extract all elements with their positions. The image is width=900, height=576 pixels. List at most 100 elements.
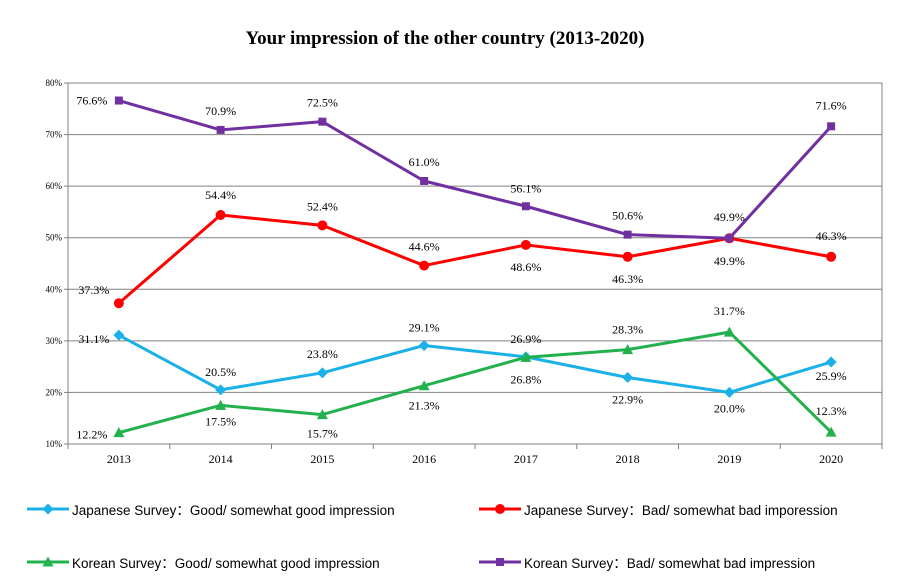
data-point	[215, 384, 227, 396]
data-label: 72.5%	[307, 96, 338, 110]
data-label: 20.0%	[714, 401, 745, 415]
data-label: 20.5%	[205, 365, 236, 379]
data-point	[113, 298, 124, 309]
legend-item-japanese-good: Japanese Survey：Good/ somewhat good impr…	[26, 499, 395, 519]
data-label: 15.7%	[307, 427, 338, 441]
labels-japanese-bad: 37.3% 54.4% 52.4% 44.6% 48.6% 46.3% 49.9% 46.3%	[78, 188, 846, 297]
line-chart: 10% 20% 30% 40% 50% 60% 70% 80% 2013 2014 2015 2016…	[46, 78, 883, 466]
y-tick-label: 40%	[46, 284, 63, 294]
x-tick-label: 2016	[412, 452, 436, 466]
y-tick-label: 80%	[46, 78, 63, 88]
data-point	[520, 351, 532, 362]
data-label: 23.8%	[307, 347, 338, 361]
data-label: 56.1%	[510, 181, 541, 195]
data-label: 70.9%	[205, 104, 236, 118]
legend-swatch-korean-bad	[479, 558, 521, 566]
y-tick-label: 20%	[46, 387, 63, 397]
data-point	[418, 339, 430, 351]
legend-marker	[495, 504, 505, 514]
data-label: 71.6%	[816, 98, 847, 112]
data-point	[113, 329, 125, 341]
labels-korean-bad: 76.6% 70.9% 72.5% 61.0% 56.1% 50.6% 49.9% 71.6%	[76, 94, 846, 225]
x-tick-label: 2019	[717, 452, 741, 466]
data-point	[825, 426, 837, 437]
data-point	[113, 427, 125, 438]
data-label: 29.1%	[409, 320, 440, 334]
legend-item-japanese-bad: Japanese Survey：Bad/ somewhat bad impore…	[478, 499, 838, 519]
data-point	[520, 239, 531, 250]
data-label: 17.5%	[205, 414, 236, 428]
x-tick-label: 2017	[514, 452, 538, 466]
labels-japanese-good: 31.1% 20.5% 23.8% 29.1% 26.9% 22.9% 20.0% 25.9%	[78, 320, 846, 415]
data-point	[725, 234, 734, 243]
legend-label-japanese-bad: Japanese Survey：Bad/ somewhat bad impore…	[524, 503, 838, 518]
data-label: 12.2%	[76, 428, 107, 442]
data-label: 54.4%	[205, 188, 236, 202]
legend-label-korean-bad: Korean Survey：Bad/ somewhat bad impressi…	[524, 556, 816, 571]
legend-swatch-japanese-good	[27, 503, 69, 515]
chart-title: Your impression of the other country (20…	[245, 28, 645, 49]
series-line	[118, 333, 832, 394]
y-tick-label: 10%	[46, 439, 63, 449]
x-tick-label: 2020	[819, 452, 843, 466]
data-point	[622, 344, 634, 355]
data-label: 48.6%	[510, 260, 541, 274]
x-tick-label: 2015	[310, 452, 334, 466]
data-label: 22.9%	[612, 392, 643, 406]
legend-label-korean-good: Korean Survey：Good/ somewhat good impres…	[72, 556, 380, 571]
legend-item-korean-bad: Korean Survey：Bad/ somewhat bad impressi…	[478, 552, 815, 572]
y-tick-label: 60%	[46, 181, 63, 191]
legend-swatch-japanese-bad	[479, 504, 521, 514]
data-label: 46.3%	[612, 272, 643, 286]
series-line	[118, 330, 833, 435]
data-label: 61.0%	[409, 155, 440, 169]
data-point	[318, 117, 327, 126]
data-point	[623, 230, 632, 239]
legend-marker	[496, 558, 504, 566]
data-label: 31.1%	[78, 332, 109, 346]
x-tick-label: 2014	[209, 452, 233, 466]
data-point	[216, 125, 225, 134]
data-label: 37.3%	[78, 283, 109, 297]
data-label: 21.3%	[409, 399, 440, 413]
y-tick-label: 30%	[46, 336, 63, 346]
y-tick-label: 50%	[46, 233, 63, 243]
legend-marker	[42, 556, 54, 567]
legend-label-japanese-good: Japanese Survey：Good/ somewhat good impr…	[72, 503, 395, 518]
data-label: 26.9%	[510, 332, 541, 346]
data-point	[215, 210, 226, 221]
data-label: 25.9%	[816, 369, 847, 383]
data-point	[622, 371, 634, 383]
series-japanese-good	[113, 329, 837, 398]
data-label: 76.6%	[76, 94, 107, 108]
data-point	[723, 386, 735, 398]
data-point	[418, 380, 430, 391]
data-point	[114, 96, 123, 105]
data-label: 50.6%	[612, 209, 643, 223]
legend-marker	[42, 503, 54, 515]
data-label: 28.3%	[612, 323, 643, 337]
series-korean-bad	[114, 96, 836, 243]
data-point	[827, 122, 836, 131]
data-label: 12.3%	[816, 404, 847, 418]
data-point	[521, 202, 530, 211]
data-label: 31.7%	[714, 304, 745, 318]
data-point	[316, 367, 328, 379]
data-point	[825, 356, 837, 368]
legend-swatch-korean-good	[27, 556, 69, 567]
y-tick-label: 70%	[46, 130, 63, 140]
data-point	[419, 260, 430, 271]
series-line	[118, 99, 833, 240]
data-label: 26.8%	[510, 372, 541, 386]
data-point	[420, 176, 429, 185]
data-point	[826, 251, 837, 262]
data-point	[723, 326, 735, 337]
legend-item-korean-good: Korean Survey：Good/ somewhat good impres…	[26, 552, 380, 572]
labels-korean-good: 12.2% 17.5% 15.7% 21.3% 26.8% 28.3% 31.7% 12.3%	[76, 304, 846, 442]
x-tick-label: 2013	[107, 452, 131, 466]
data-label: 46.3%	[816, 229, 847, 243]
x-tick-label: 2018	[616, 452, 640, 466]
data-label: 52.4%	[307, 199, 338, 213]
plot-area	[67, 82, 883, 445]
data-label: 49.9%	[714, 210, 745, 224]
